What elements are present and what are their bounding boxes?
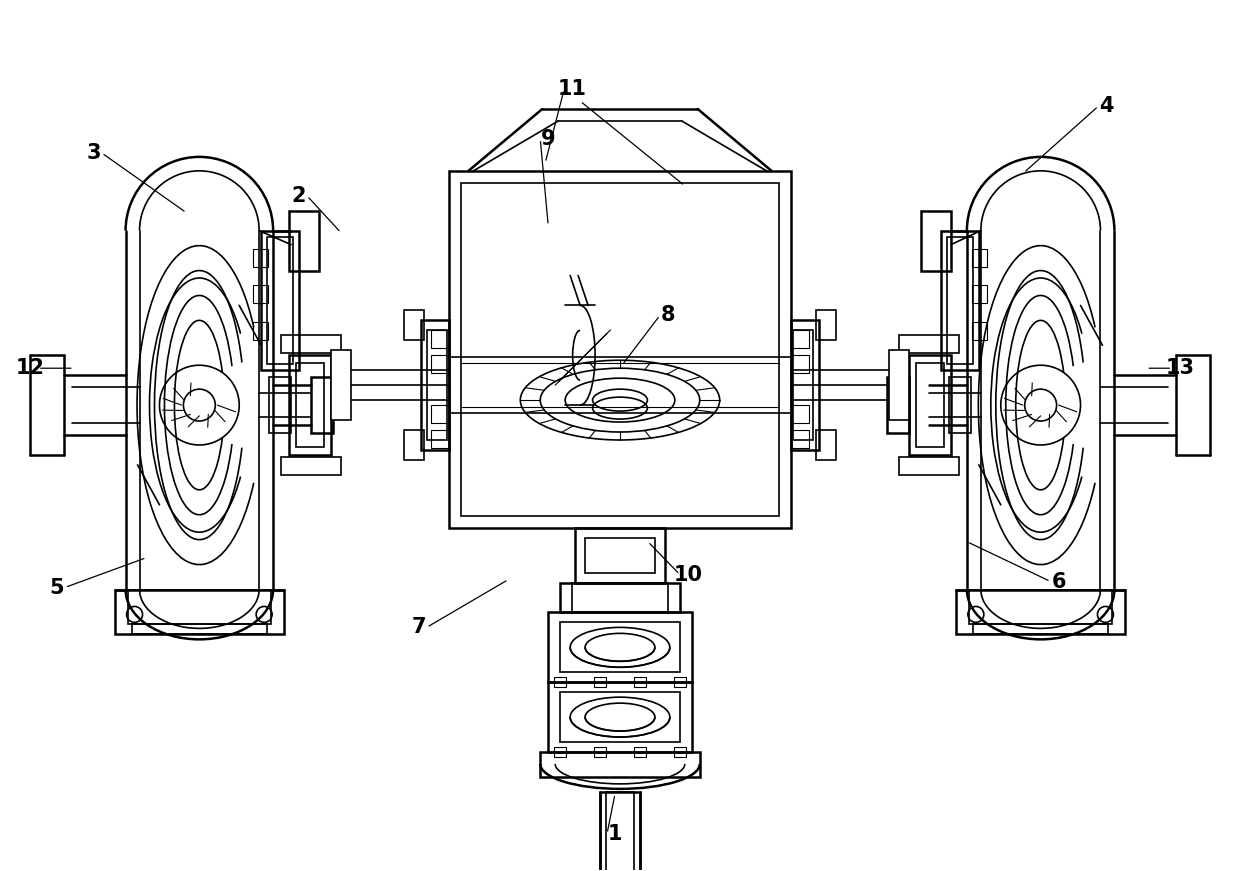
- Bar: [548, 612, 692, 682]
- Bar: [594, 678, 606, 687]
- Bar: [791, 355, 810, 373]
- Bar: [404, 430, 424, 460]
- Bar: [916, 363, 944, 447]
- Bar: [968, 590, 1112, 625]
- Bar: [956, 590, 1126, 634]
- Bar: [972, 248, 987, 267]
- Bar: [973, 625, 1109, 634]
- Bar: [289, 211, 319, 271]
- Bar: [816, 310, 836, 341]
- Bar: [972, 322, 987, 341]
- Text: 2: 2: [291, 186, 306, 206]
- Text: 12: 12: [15, 358, 45, 378]
- Bar: [889, 350, 909, 420]
- Bar: [909, 355, 951, 455]
- Bar: [572, 583, 668, 612]
- Bar: [791, 430, 810, 448]
- Bar: [449, 171, 791, 528]
- Bar: [541, 752, 699, 777]
- Bar: [634, 747, 646, 757]
- Bar: [791, 321, 820, 450]
- Bar: [269, 377, 291, 433]
- Bar: [430, 330, 449, 348]
- Bar: [281, 335, 341, 354]
- Bar: [585, 537, 655, 572]
- Bar: [430, 405, 449, 423]
- Text: 13: 13: [1166, 358, 1194, 378]
- Text: 3: 3: [87, 143, 100, 163]
- Bar: [253, 248, 268, 267]
- Bar: [947, 237, 973, 364]
- Text: 5: 5: [50, 577, 64, 598]
- Bar: [460, 183, 780, 516]
- Bar: [634, 678, 646, 687]
- Text: 10: 10: [673, 564, 702, 584]
- Bar: [673, 678, 686, 687]
- Bar: [921, 211, 951, 271]
- Bar: [420, 321, 449, 450]
- Bar: [887, 377, 909, 433]
- Bar: [114, 590, 284, 634]
- Bar: [575, 528, 665, 583]
- Bar: [673, 747, 686, 757]
- Bar: [281, 457, 341, 475]
- Bar: [427, 330, 446, 440]
- Bar: [899, 457, 959, 475]
- Text: 4: 4: [1099, 96, 1114, 116]
- Text: 6: 6: [1052, 571, 1066, 591]
- Bar: [600, 792, 640, 871]
- Bar: [253, 322, 268, 341]
- Bar: [404, 310, 424, 341]
- Bar: [594, 747, 606, 757]
- Text: 9: 9: [541, 129, 556, 149]
- Bar: [548, 682, 692, 752]
- Bar: [791, 405, 810, 423]
- Bar: [253, 286, 268, 303]
- Bar: [606, 792, 634, 871]
- Bar: [267, 237, 293, 364]
- Bar: [816, 430, 836, 460]
- Text: 11: 11: [558, 79, 587, 99]
- Bar: [560, 692, 680, 742]
- Bar: [949, 377, 971, 433]
- Bar: [560, 623, 680, 672]
- Bar: [262, 231, 299, 370]
- Bar: [296, 363, 324, 447]
- Bar: [430, 355, 449, 373]
- Bar: [972, 286, 987, 303]
- Text: 8: 8: [661, 306, 675, 326]
- Bar: [131, 625, 267, 634]
- Bar: [899, 335, 959, 354]
- Bar: [794, 330, 813, 440]
- Bar: [430, 430, 449, 448]
- Bar: [331, 350, 351, 420]
- Text: 7: 7: [412, 618, 425, 638]
- Bar: [554, 747, 567, 757]
- Bar: [791, 330, 810, 348]
- Bar: [311, 377, 332, 433]
- Text: 1: 1: [608, 824, 622, 844]
- Bar: [941, 231, 978, 370]
- Bar: [128, 590, 272, 625]
- Bar: [554, 678, 567, 687]
- Bar: [560, 583, 680, 612]
- Bar: [289, 355, 331, 455]
